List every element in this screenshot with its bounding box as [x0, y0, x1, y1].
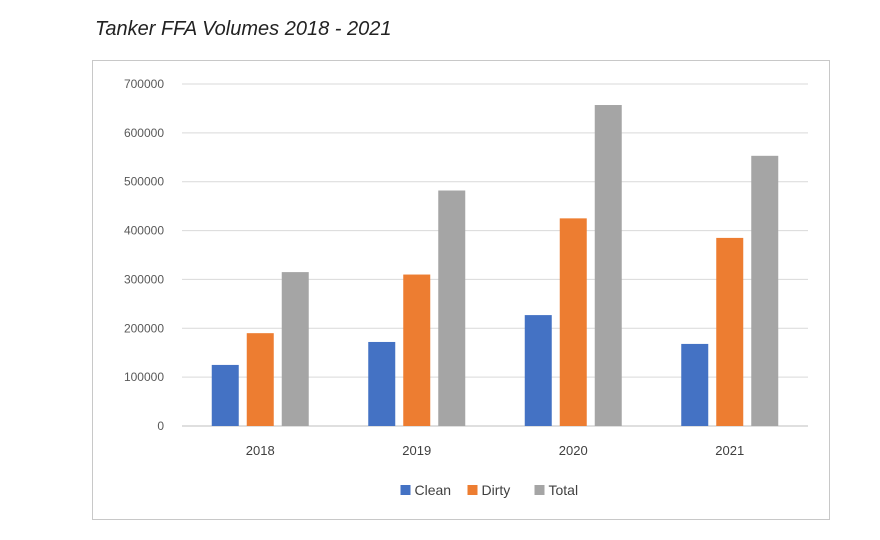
- bar-total-2019: [438, 190, 466, 426]
- bar-total-2021: [751, 155, 779, 426]
- y-tick-label: 100000: [124, 370, 164, 384]
- bar-clean-2021: [681, 343, 709, 426]
- legend-label-dirty: Dirty: [482, 482, 511, 498]
- bar-clean-2019: [368, 341, 396, 426]
- bar-dirty-2020: [559, 218, 587, 426]
- x-tick-label: 2018: [246, 443, 275, 458]
- y-tick-label: 400000: [124, 224, 164, 238]
- legend-label-total: Total: [549, 482, 579, 498]
- x-tick-label: 2019: [402, 443, 431, 458]
- y-tick-label: 700000: [124, 77, 164, 91]
- y-tick-label: 200000: [124, 321, 164, 335]
- bar-dirty-2019: [403, 274, 431, 426]
- legend-swatch-total: [534, 485, 545, 495]
- y-tick-label: 600000: [124, 126, 164, 140]
- chart-title: Tanker FFA Volumes 2018 - 2021: [95, 18, 392, 40]
- bar-total-2020: [594, 105, 622, 426]
- y-tick-label: 300000: [124, 272, 164, 286]
- bar-clean-2020: [524, 315, 552, 426]
- y-tick-label: 0: [157, 419, 164, 433]
- x-tick-label: 2021: [715, 443, 744, 458]
- bar-dirty-2021: [716, 237, 744, 426]
- x-tick-label: 2020: [559, 443, 588, 458]
- legend-swatch-dirty: [467, 485, 478, 495]
- y-tick-label: 500000: [124, 175, 164, 189]
- bar-total-2018: [281, 272, 309, 426]
- bar-clean-2018: [211, 364, 239, 426]
- bar-dirty-2018: [246, 333, 274, 426]
- legend-swatch-clean: [400, 485, 411, 495]
- legend-label-clean: Clean: [415, 482, 452, 498]
